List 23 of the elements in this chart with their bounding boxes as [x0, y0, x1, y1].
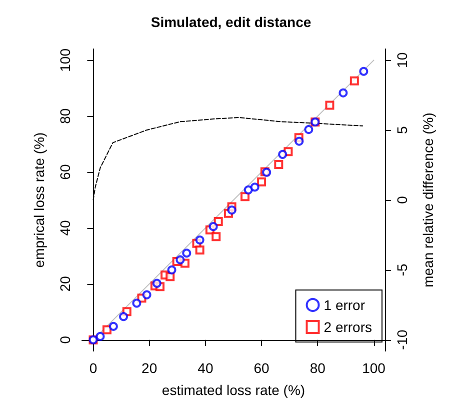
y2-tick-label: -10 [394, 329, 410, 350]
y-tick-label: 80 [57, 108, 73, 124]
y-tick-label: 20 [57, 276, 73, 292]
x-tick-label: 60 [254, 360, 270, 376]
x-tick-label: 100 [362, 360, 386, 376]
x-tick-label: 20 [142, 360, 158, 376]
x-axis-title: estimated loss rate (%) [162, 382, 306, 398]
y-axis-title: emprical loss rate (%) [31, 132, 47, 268]
x-tick-label: 80 [310, 360, 326, 376]
y2-tick-label: 5 [394, 126, 410, 134]
y-tick-label: 40 [57, 220, 73, 236]
y2-axis-title: mean relative difference (%) [420, 112, 436, 288]
y-tick-label: 100 [57, 48, 73, 72]
y-tick-label: 0 [57, 336, 73, 344]
x-tick-label: 40 [198, 360, 214, 376]
legend-label: 2 errors [324, 319, 372, 335]
y2-tick-label: 0 [394, 196, 410, 204]
y2-tick-label: -5 [394, 263, 410, 276]
y2-tick-label: 10 [394, 52, 410, 68]
legend-label: 1 error [324, 297, 366, 313]
y-tick-label: 60 [57, 164, 73, 180]
x-tick-label: 0 [89, 360, 98, 376]
chart-title: Simulated, edit distance [150, 14, 312, 30]
